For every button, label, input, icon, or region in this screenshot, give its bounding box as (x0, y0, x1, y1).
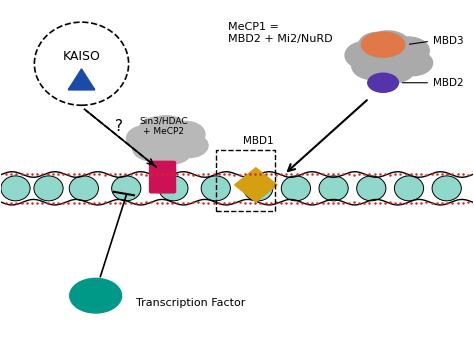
Ellipse shape (145, 116, 188, 144)
Ellipse shape (357, 176, 386, 201)
Polygon shape (235, 168, 277, 202)
Polygon shape (68, 69, 95, 90)
Text: MBD2: MBD2 (433, 78, 463, 88)
Ellipse shape (153, 139, 191, 164)
Ellipse shape (69, 176, 99, 201)
Text: Transcription Factor: Transcription Factor (136, 298, 245, 307)
Ellipse shape (112, 176, 141, 201)
Ellipse shape (394, 176, 424, 201)
Ellipse shape (345, 42, 385, 69)
Text: KAISO: KAISO (63, 50, 100, 63)
Text: ?: ? (115, 119, 123, 134)
Text: MBD3: MBD3 (433, 36, 463, 46)
Ellipse shape (281, 176, 310, 201)
Ellipse shape (361, 32, 405, 57)
Ellipse shape (35, 22, 128, 105)
Ellipse shape (201, 176, 230, 201)
Ellipse shape (133, 136, 173, 161)
Ellipse shape (139, 117, 174, 140)
Ellipse shape (432, 176, 461, 201)
Ellipse shape (368, 73, 398, 92)
Ellipse shape (374, 55, 415, 83)
FancyBboxPatch shape (149, 161, 176, 194)
Polygon shape (68, 81, 95, 90)
Ellipse shape (319, 176, 348, 201)
Ellipse shape (365, 31, 410, 61)
Text: MBD1: MBD1 (243, 136, 273, 146)
Ellipse shape (159, 176, 188, 201)
Ellipse shape (70, 279, 121, 313)
Ellipse shape (359, 32, 396, 57)
Ellipse shape (388, 37, 429, 65)
Ellipse shape (127, 126, 164, 151)
Ellipse shape (166, 121, 205, 147)
Ellipse shape (1, 176, 30, 201)
Text: MeCP1 =
MBD2 + Mi2/NuRD: MeCP1 = MBD2 + Mi2/NuRD (228, 22, 332, 44)
Ellipse shape (244, 176, 273, 201)
Ellipse shape (34, 176, 63, 201)
Ellipse shape (393, 50, 433, 76)
Ellipse shape (352, 52, 395, 80)
Text: Sin3/HDAC
+ MeCP2: Sin3/HDAC + MeCP2 (140, 116, 188, 136)
Ellipse shape (171, 134, 208, 157)
